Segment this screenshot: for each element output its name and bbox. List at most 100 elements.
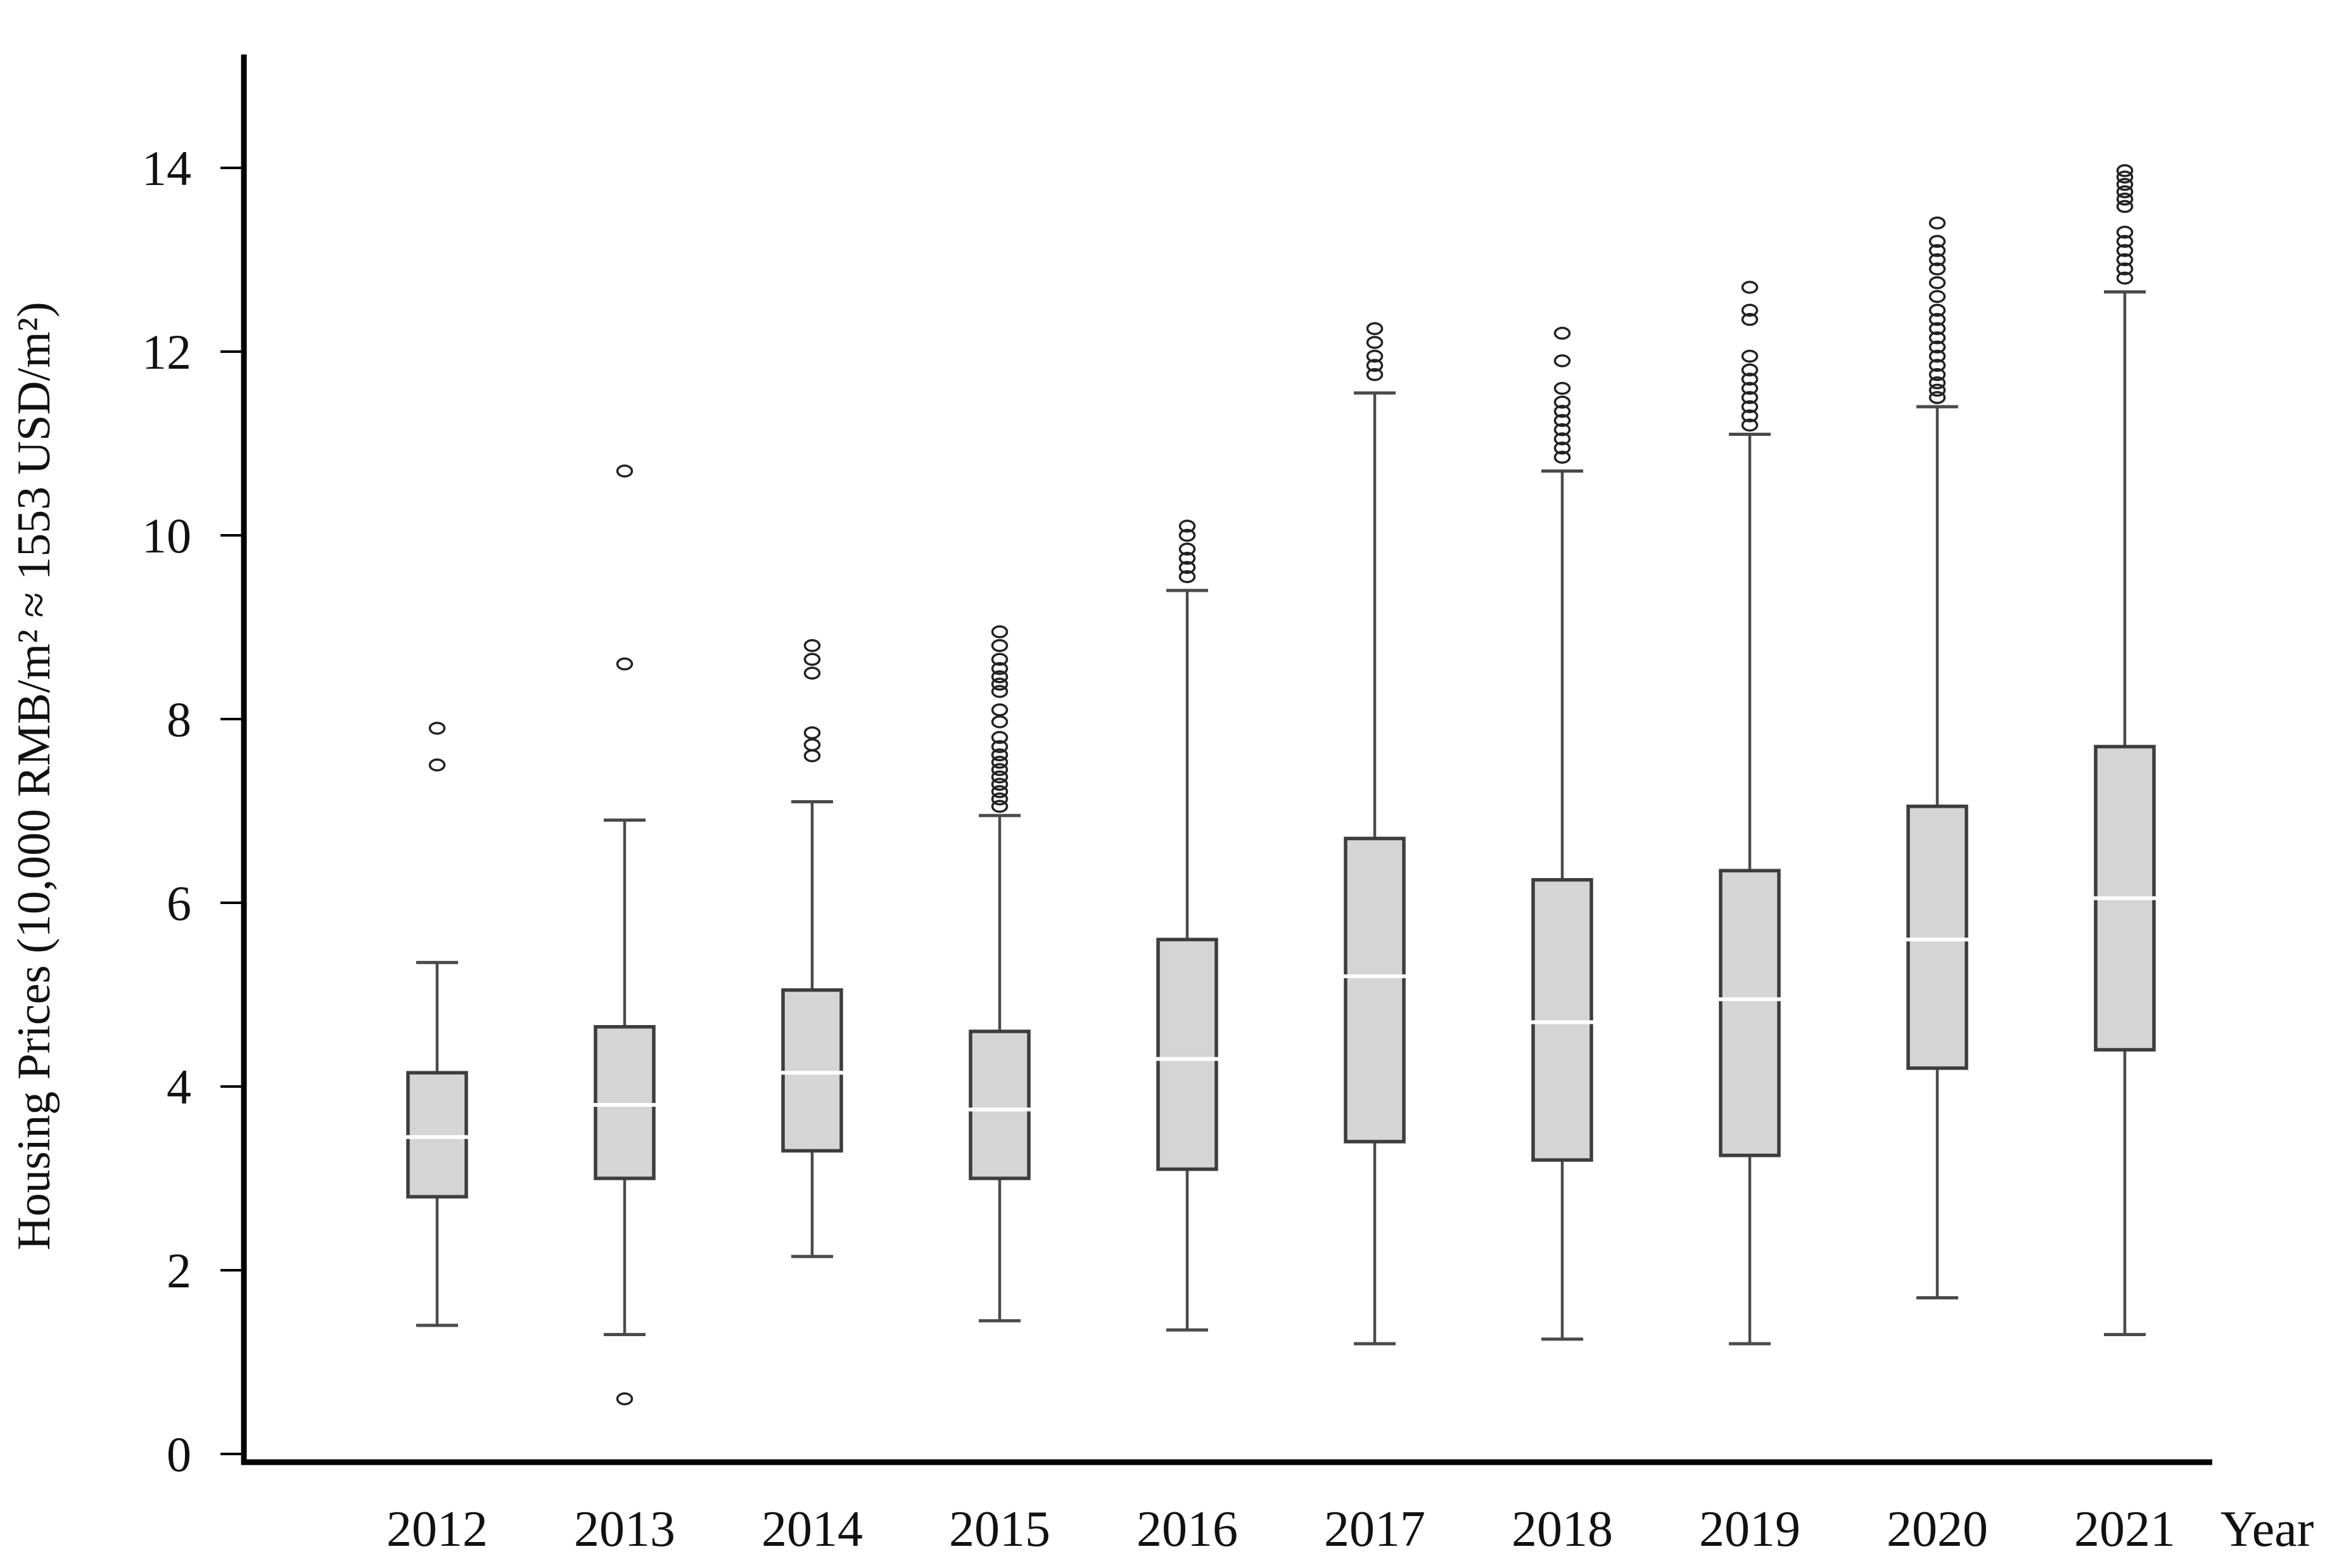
x-category-label-2018: 2018 (1512, 1501, 1613, 1557)
outlier-point-2019 (1741, 363, 1759, 377)
box-2013 (594, 1025, 656, 1180)
box-2016 (1156, 938, 1218, 1171)
outlier-point-2015 (991, 770, 1009, 784)
x-category-label-2017: 2017 (1324, 1501, 1425, 1557)
outlier-point-2018 (1553, 450, 1571, 464)
y-axis-title: Housing Prices (10,000 RMB/m² ≈ 1553 USD… (8, 302, 60, 1250)
y-tick-label-12: 12 (142, 324, 191, 379)
outlier-point-2018 (1553, 326, 1571, 340)
outlier-point-2015 (991, 715, 1009, 729)
outlier-point-2018 (1553, 432, 1571, 445)
outlier-point-2015 (991, 748, 1009, 762)
outlier-point-2020 (1928, 340, 1946, 354)
y-tick-label-6: 6 (167, 876, 191, 931)
x-category-label-2012: 2012 (386, 1501, 488, 1557)
outlier-point-2016 (1178, 542, 1196, 556)
outlier-point-2020 (1928, 313, 1946, 326)
outlier-point-2019 (1741, 303, 1759, 317)
outlier-point-2021 (2116, 193, 2134, 206)
outlier-point-2015 (991, 625, 1009, 639)
outlier-point-2013 (616, 464, 634, 478)
outlier-point-2013 (616, 657, 634, 671)
x-category-label-2014: 2014 (761, 1501, 863, 1557)
x-category-label-2019: 2019 (1699, 1501, 1800, 1557)
outlier-point-2019 (1741, 281, 1759, 294)
outlier-point-2021 (2116, 177, 2134, 191)
outlier-point-2019 (1741, 373, 1759, 386)
box-2017 (1344, 836, 1406, 1144)
outlier-point-2019 (1741, 418, 1759, 432)
outlier-point-2019 (1741, 381, 1759, 395)
outlier-point-2015 (991, 740, 1009, 753)
outlier-point-2016 (1178, 519, 1196, 533)
outlier-point-2020 (1928, 290, 1946, 303)
outlier-point-2015 (991, 730, 1009, 744)
y-tick-label-10: 10 (142, 508, 191, 563)
outlier-point-2015 (991, 763, 1009, 776)
outlier-point-2017 (1366, 350, 1384, 363)
outlier-point-2017 (1366, 336, 1384, 349)
outlier-point-2015 (991, 785, 1009, 798)
y-tick-label-8: 8 (167, 692, 191, 747)
outlier-point-2021 (2116, 271, 2134, 285)
x-category-label-2013: 2013 (574, 1501, 675, 1557)
box-2018 (1531, 878, 1593, 1162)
outlier-point-2013 (616, 1392, 634, 1406)
outlier-point-2020 (1928, 359, 1946, 372)
outlier-point-2015 (991, 755, 1009, 769)
box-2019 (1719, 869, 1781, 1157)
outlier-point-2021 (2116, 170, 2134, 184)
outlier-point-2021 (2116, 253, 2134, 267)
outlier-point-2016 (1178, 528, 1196, 542)
outlier-point-2017 (1366, 359, 1384, 372)
y-tick-label-4: 4 (167, 1059, 191, 1114)
outlier-point-2019 (1741, 313, 1759, 326)
outlier-point-2015 (991, 639, 1009, 653)
outlier-point-2020 (1928, 234, 1946, 248)
y-tick-label-0: 0 (167, 1427, 191, 1482)
outlier-point-2020 (1928, 253, 1946, 267)
outlier-point-2014 (803, 749, 821, 763)
outlier-point-2015 (991, 792, 1009, 806)
outlier-point-2016 (1178, 552, 1196, 565)
x-axis-title: Year (2220, 1501, 2314, 1557)
outlier-point-2015 (991, 677, 1009, 691)
outlier-point-2021 (2116, 262, 2134, 276)
box-2012 (406, 1071, 468, 1199)
x-category-label-2015: 2015 (949, 1501, 1050, 1557)
outlier-point-2018 (1553, 405, 1571, 418)
x-category-label-2021: 2021 (2074, 1501, 2175, 1557)
outlier-point-2015 (991, 662, 1009, 675)
outlier-point-2015 (991, 800, 1009, 813)
outlier-point-2020 (1928, 322, 1946, 335)
outlier-point-2021 (2116, 226, 2134, 239)
outlier-point-2014 (803, 653, 821, 666)
x-category-label-2016: 2016 (1137, 1501, 1238, 1557)
outlier-point-2015 (991, 685, 1009, 698)
outlier-point-2014 (803, 666, 821, 680)
outlier-point-2018 (1553, 354, 1571, 367)
box-2015 (969, 1029, 1031, 1180)
outlier-point-2020 (1928, 350, 1946, 363)
outlier-point-2020 (1928, 244, 1946, 257)
y-tick-label-14: 14 (142, 141, 191, 196)
outlier-point-2020 (1928, 303, 1946, 317)
outlier-point-2020 (1928, 216, 1946, 230)
outlier-point-2016 (1178, 570, 1196, 583)
outlier-point-2015 (991, 670, 1009, 684)
outlier-point-2020 (1928, 331, 1946, 345)
box-2020 (1906, 805, 1968, 1070)
outlier-point-2021 (2116, 164, 2134, 177)
outlier-point-2020 (1928, 383, 1946, 397)
outlier-point-2012 (428, 722, 446, 735)
outlier-point-2018 (1553, 395, 1571, 409)
outlier-point-2018 (1553, 414, 1571, 427)
outlier-point-2020 (1928, 262, 1946, 276)
outlier-point-2014 (803, 639, 821, 653)
outlier-point-2021 (2116, 234, 2134, 248)
outlier-point-2016 (1178, 561, 1196, 574)
outlier-point-2018 (1553, 381, 1571, 395)
outlier-point-2015 (991, 777, 1009, 791)
